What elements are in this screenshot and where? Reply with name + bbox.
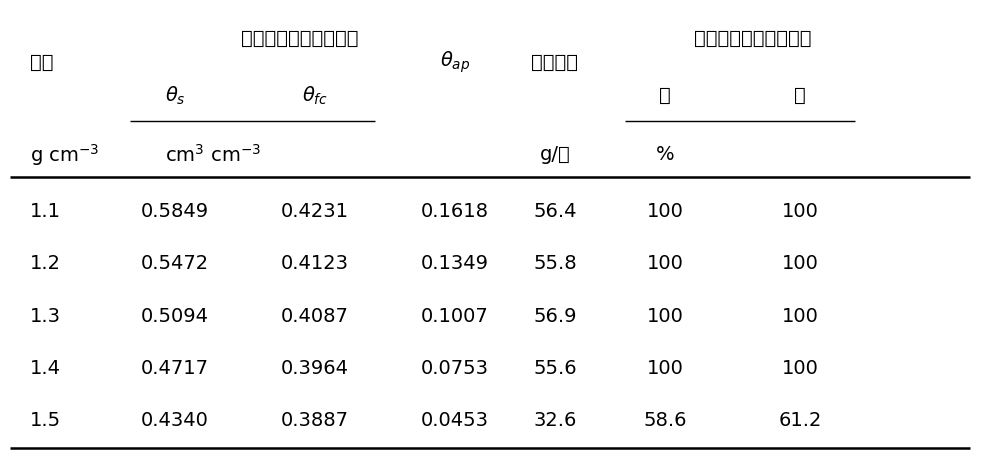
Text: 0.1349: 0.1349	[421, 254, 489, 273]
Text: 1.2: 1.2	[30, 254, 61, 273]
Text: 容重: 容重	[30, 53, 54, 72]
Text: 100: 100	[647, 202, 683, 221]
Text: 量: 量	[659, 86, 671, 105]
Text: 56.4: 56.4	[533, 202, 577, 221]
Text: $\theta_s$: $\theta_s$	[165, 84, 185, 107]
Text: 0.4717: 0.4717	[141, 359, 209, 378]
Text: 1.1: 1.1	[30, 202, 61, 221]
Text: 32.6: 32.6	[533, 411, 577, 430]
Text: %: %	[656, 145, 674, 164]
Text: 0.0753: 0.0753	[421, 359, 489, 378]
Text: 0.1618: 0.1618	[421, 202, 489, 221]
Text: g cm$^{-3}$: g cm$^{-3}$	[30, 142, 99, 167]
Text: 0.0453: 0.0453	[421, 411, 489, 430]
Text: 100: 100	[782, 359, 818, 378]
Text: 0.5472: 0.5472	[141, 254, 209, 273]
Text: 100: 100	[647, 254, 683, 273]
Text: 58.6: 58.6	[643, 411, 687, 430]
Text: cm$^3$ cm$^{-3}$: cm$^3$ cm$^{-3}$	[165, 144, 261, 166]
Text: 100: 100	[782, 307, 818, 326]
Text: 100: 100	[782, 202, 818, 221]
Text: 0.3887: 0.3887	[281, 411, 349, 430]
Text: 100: 100	[647, 307, 683, 326]
Text: 0.4340: 0.4340	[141, 411, 209, 430]
Text: 饱和含水量田间持水量: 饱和含水量田间持水量	[241, 29, 359, 48]
Text: g/株: g/株	[540, 145, 570, 164]
Text: 籽棉产量: 籽棉产量	[532, 53, 578, 72]
Text: 1.3: 1.3	[30, 307, 61, 326]
Text: 56.9: 56.9	[533, 307, 577, 326]
Text: 0.4231: 0.4231	[281, 202, 349, 221]
Text: 0.5849: 0.5849	[141, 202, 209, 221]
Text: 量: 量	[794, 86, 806, 105]
Text: 100: 100	[782, 254, 818, 273]
Text: 0.1007: 0.1007	[421, 307, 489, 326]
Text: 0.5094: 0.5094	[141, 307, 209, 326]
Text: 55.8: 55.8	[533, 254, 577, 273]
Text: $\theta_{ap}$: $\theta_{ap}$	[440, 50, 470, 76]
Text: 1.4: 1.4	[30, 359, 61, 378]
Text: 1.5: 1.5	[30, 411, 61, 430]
Text: 100: 100	[647, 359, 683, 378]
Text: 61.2: 61.2	[778, 411, 822, 430]
Text: 0.4087: 0.4087	[281, 307, 349, 326]
Text: 实测相对产计算相对产: 实测相对产计算相对产	[694, 29, 811, 48]
Text: 0.3964: 0.3964	[281, 359, 349, 378]
Text: 55.6: 55.6	[533, 359, 577, 378]
Text: $\theta_{fc}$: $\theta_{fc}$	[302, 84, 328, 107]
Text: 0.4123: 0.4123	[281, 254, 349, 273]
